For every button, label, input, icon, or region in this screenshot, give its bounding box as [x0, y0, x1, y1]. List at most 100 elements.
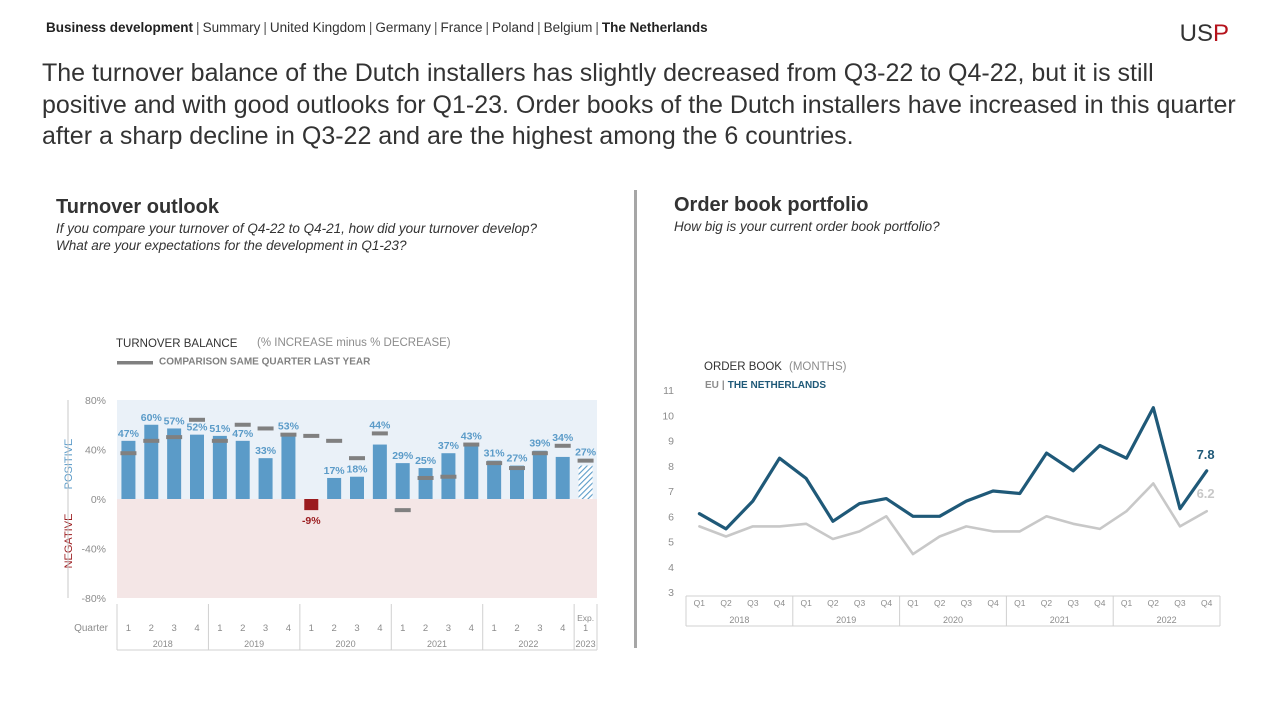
x-tick-label: Exp.: [577, 613, 594, 623]
x-tick-label: 3: [263, 623, 268, 634]
x-tick-label: Q4: [1201, 598, 1213, 608]
y-tick-label: 8: [668, 461, 674, 473]
value-label: 27%: [575, 447, 597, 459]
line-series: 7.8 6.2: [697, 406, 1215, 556]
x-tick-label: Q1: [800, 598, 812, 608]
value-label: 29%: [392, 450, 414, 462]
bars: [121, 424, 593, 511]
x-tick-label: Q4: [987, 598, 999, 608]
value-label: 37%: [438, 440, 460, 452]
bar: [258, 458, 273, 499]
nav-the-netherlands[interactable]: The Netherlands: [601, 20, 708, 35]
y-tick-label: 4: [668, 562, 674, 574]
y-tick-label: 0%: [91, 494, 106, 506]
x-tick-label: Q4: [881, 598, 893, 608]
comparison-marker: [371, 431, 388, 436]
bar: [304, 499, 319, 511]
comparison-marker: [486, 461, 503, 466]
nav-poland[interactable]: Poland: [492, 20, 535, 35]
nav-france[interactable]: France: [440, 20, 483, 35]
comparison-marker: [234, 422, 251, 427]
comparison-marker: [349, 456, 365, 461]
x-tick-label: Q1: [1014, 598, 1026, 608]
x-tick-label: Q3: [1174, 598, 1186, 608]
bar: [418, 468, 433, 499]
bar: [281, 433, 296, 499]
x-tick-label: Q1: [1121, 598, 1133, 608]
year-label: 2020: [336, 639, 356, 649]
value-label: 53%: [278, 420, 300, 432]
x-tick-label: 2: [423, 623, 428, 634]
nav-united-kingdom[interactable]: United Kingdom: [269, 20, 366, 35]
comparison-marker: [463, 442, 480, 447]
eu-end-label: 6.2: [1197, 486, 1215, 501]
bar: [555, 456, 570, 499]
value-label: -9%: [302, 515, 321, 527]
line-chart-title-note: (MONTHS): [789, 361, 847, 373]
x-tick-label: 4: [469, 623, 474, 634]
turnover-subtitle-line1: If you compare your turnover of Q4-22 to…: [56, 221, 538, 236]
x-tick-label: Q3: [747, 598, 759, 608]
bar: [532, 450, 547, 499]
y-tick-label: 40%: [85, 445, 106, 457]
bar: [235, 440, 250, 499]
x-tick-label: Q2: [1148, 598, 1160, 608]
bar: [327, 477, 342, 499]
comparison-marker: [303, 433, 320, 438]
x-tick-label: 1: [217, 623, 222, 634]
order-book-chart: ORDER BOOK (MONTHS) EU | THE NETHERLANDS 1…: [662, 361, 1221, 627]
value-label: 52%: [186, 422, 208, 434]
y-tick-label: -40%: [81, 544, 106, 556]
year-label: 2023: [576, 639, 596, 649]
bar: [350, 476, 364, 499]
x-tick-label: 2: [331, 623, 336, 634]
bar: [464, 445, 479, 499]
y-tick-label: -80%: [81, 593, 106, 605]
x-tick-label: 1: [309, 623, 314, 634]
value-labels: 47%60% 57%52% 51% 47%33%53%-9%17% 18%44%29% 2…: [118, 412, 597, 527]
value-label: 57%: [164, 415, 186, 427]
value-label: 31%: [484, 448, 506, 460]
year-label: 2018: [729, 615, 749, 625]
positive-label: POSITIVE: [63, 439, 75, 490]
year-label: 2021: [427, 639, 447, 649]
value-label: 39%: [529, 438, 551, 450]
nav-separator: |: [537, 20, 541, 35]
turnover-balance-chart: 80%40%0%-40%-80% 47%60% 57%52% 51% 47%33%53…: [63, 337, 598, 651]
breadcrumb-nav: Business development | Summary | United King…: [46, 20, 708, 35]
x-tick-label: Q4: [774, 598, 786, 608]
value-label: 47%: [118, 428, 140, 440]
value-label: 43%: [461, 431, 483, 443]
x-tick-label: 3: [537, 623, 542, 634]
x-tick-label: 3: [354, 623, 359, 634]
nav-germany[interactable]: Germany: [375, 20, 431, 35]
nav-summary[interactable]: Summary: [202, 20, 261, 35]
value-label: 51%: [209, 423, 231, 435]
negative-label: NEGATIVE: [63, 514, 75, 569]
nav-separator: |: [368, 20, 373, 35]
value-label: 27%: [506, 453, 528, 465]
comparison-marker: [211, 438, 228, 443]
bar: [578, 465, 593, 499]
x-tick-label: 4: [194, 623, 199, 634]
logo-text-a: US: [1179, 20, 1213, 47]
x-tick-label: Q3: [961, 598, 973, 608]
comparison-marker: [577, 458, 594, 463]
legend-sep: |: [722, 380, 725, 391]
x-tick-label: 4: [560, 623, 565, 634]
bar: [395, 463, 410, 499]
legend-netherlands: THE NETHERLANDS: [728, 380, 827, 391]
nav-business-development[interactable]: Business development: [46, 20, 194, 35]
headline: The turnover balance of the Dutch instal…: [42, 59, 1236, 150]
x-tick-label: Q2: [934, 598, 946, 608]
year-label: 2022: [1157, 615, 1177, 625]
nav-belgium[interactable]: Belgium: [543, 20, 593, 35]
value-label: 47%: [232, 428, 254, 440]
comparison-marker: [189, 417, 205, 422]
netherlands-end-label: 7.8: [1197, 447, 1215, 462]
line-x-axis: Q1 Q2 Q3 Q4 Q1 Q2 Q3 Q4 Q1 Q2 Q3 Q4 Q1 Q2 Q3 Q4 Q1 Q2 Q3 Q4…: [685, 595, 1221, 627]
nav-separator: |: [433, 20, 438, 35]
chart-title: TURNOVER BALANCE: [116, 338, 238, 350]
y-tick-label: 5: [668, 537, 674, 549]
